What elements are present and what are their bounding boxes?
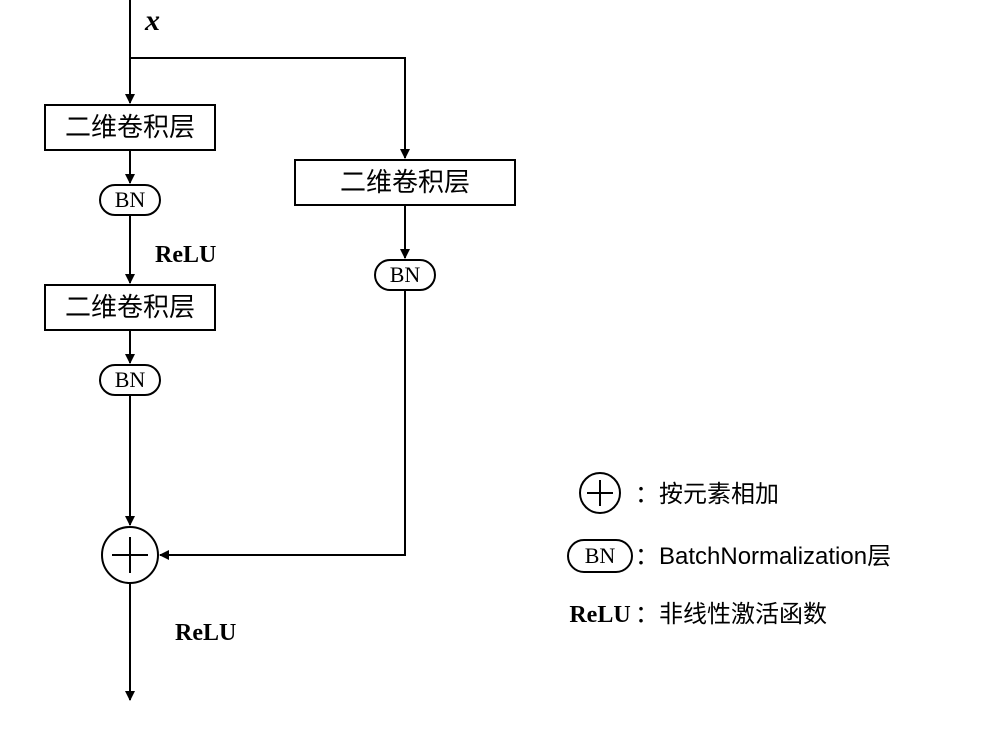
bn2-label: BN bbox=[115, 367, 146, 392]
relu1-label: ReLU bbox=[155, 242, 216, 268]
legend-relu-text: ：非线性激活函数 bbox=[635, 601, 827, 628]
conv1-label: 二维卷积层 bbox=[65, 113, 195, 142]
legend-item-plus: ：按元素相加 bbox=[580, 473, 779, 513]
bn1-label: BN bbox=[115, 187, 146, 212]
legend-plus-text: ：按元素相加 bbox=[635, 481, 779, 508]
legend-relu-label: ReLU bbox=[569, 602, 630, 628]
legend-item-relu: ReLU ：非线性激活函数 bbox=[569, 601, 827, 628]
conv2-label: 二维卷积层 bbox=[65, 293, 195, 322]
legend-bn-text: ：BatchNormalization层 bbox=[635, 543, 891, 570]
legend-item-bn: BN ：BatchNormalization层 bbox=[568, 540, 891, 572]
legend-bn-label: BN bbox=[585, 543, 616, 568]
relu2-label: ReLU bbox=[175, 620, 236, 646]
bn3-label: BN bbox=[390, 262, 421, 287]
conv3-label: 二维卷积层 bbox=[340, 168, 470, 197]
input-label: x bbox=[144, 4, 160, 37]
